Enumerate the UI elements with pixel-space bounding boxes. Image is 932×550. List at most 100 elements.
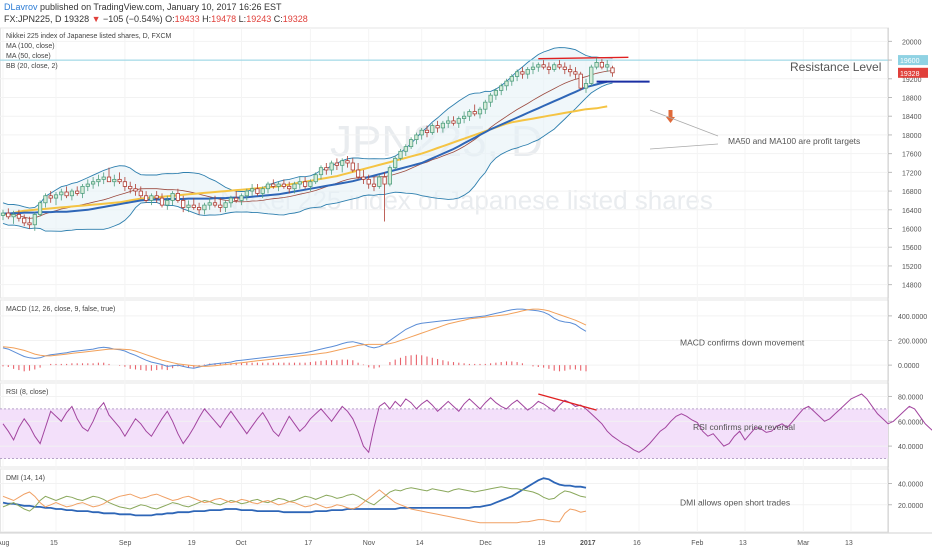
candle xyxy=(191,198,196,210)
candle-body xyxy=(297,181,302,185)
candle xyxy=(488,92,493,107)
candle-body xyxy=(318,167,324,176)
candle xyxy=(265,181,271,194)
dmi-annotation: DMI allows open short trades xyxy=(680,498,790,508)
candle-body xyxy=(228,197,233,204)
candle xyxy=(101,172,106,185)
candle xyxy=(456,116,461,128)
candle xyxy=(80,184,85,199)
candle xyxy=(546,62,552,75)
dmi-series-0 xyxy=(2,477,587,517)
candle-body xyxy=(408,139,414,148)
candle-body xyxy=(377,176,382,187)
candle-body xyxy=(499,85,504,91)
candle-body xyxy=(91,181,96,185)
candle-body xyxy=(265,183,271,190)
candle xyxy=(218,198,223,213)
ma50-line xyxy=(3,80,608,215)
macd-series-1 xyxy=(2,308,587,367)
time-tick-label: 19 xyxy=(538,540,546,547)
candle xyxy=(302,177,308,189)
candle xyxy=(472,104,477,117)
chart-canvas[interactable]: JPN225, DNikkei 225 index of Japanese li… xyxy=(0,26,932,550)
time-tick-label: 13 xyxy=(845,540,853,547)
candle-body xyxy=(340,160,345,166)
candle-body xyxy=(271,183,276,187)
candle-body xyxy=(541,64,546,68)
candle xyxy=(170,191,175,206)
ma50-pointer-arrow xyxy=(649,109,719,137)
candle-body xyxy=(361,176,366,180)
macd-annotation: MACD confirms down movement xyxy=(680,338,805,348)
candle xyxy=(212,195,218,208)
candle-body xyxy=(536,64,541,68)
candle-body xyxy=(59,191,64,196)
dmi-series-1 xyxy=(2,486,587,512)
candle xyxy=(112,174,117,187)
candle xyxy=(91,177,96,189)
candle-body xyxy=(32,214,37,226)
candle-body xyxy=(244,190,249,197)
candle xyxy=(525,67,530,79)
price-tag-label: 19600 xyxy=(900,58,920,65)
time-tick-label: Feb xyxy=(691,540,703,547)
time-tick-label: Aug xyxy=(0,540,10,547)
publish-info: published on TradingView.com, January 10… xyxy=(40,2,282,12)
candle-body xyxy=(175,193,180,201)
candle-body xyxy=(430,125,435,133)
candle xyxy=(605,60,610,72)
candle-body xyxy=(493,90,499,96)
macd-series-0 xyxy=(2,308,587,369)
candle xyxy=(313,172,318,185)
bollinger-band-fill xyxy=(3,47,613,232)
candle-body xyxy=(138,190,143,197)
candle xyxy=(467,109,472,121)
candle-body xyxy=(80,185,85,194)
candle-body xyxy=(504,80,509,87)
candle-body xyxy=(599,62,605,68)
double-top-line xyxy=(538,56,629,60)
candle-body xyxy=(610,67,615,74)
candle xyxy=(64,186,69,199)
candle-body xyxy=(276,183,281,187)
candle-body xyxy=(292,183,297,190)
candle-body xyxy=(260,188,265,194)
candle-body xyxy=(451,120,456,124)
candle-body xyxy=(53,194,59,199)
candle xyxy=(408,137,414,149)
pane-tick-label: 80.0000 xyxy=(898,394,923,401)
candle xyxy=(287,181,292,194)
candle xyxy=(271,179,276,189)
candle-body xyxy=(424,129,430,133)
candle-body xyxy=(398,150,403,159)
candle xyxy=(255,184,260,196)
candle-body xyxy=(594,62,599,68)
candle xyxy=(96,174,101,187)
time-tick-label: Mar xyxy=(797,540,810,547)
candle xyxy=(149,193,154,206)
candle xyxy=(355,163,361,180)
candle-body xyxy=(64,191,69,197)
candle-body xyxy=(324,167,329,171)
down-arrow-shaft xyxy=(668,110,673,117)
candle-body xyxy=(419,129,424,136)
high-value: 19478 xyxy=(211,14,237,24)
candle xyxy=(128,181,133,194)
candle-body xyxy=(345,160,350,164)
candle-body xyxy=(223,202,228,208)
resistance-label: Resistance Level xyxy=(790,60,881,74)
candle xyxy=(308,179,313,192)
candle-body xyxy=(557,64,562,68)
price-tick-label: 18800 xyxy=(902,96,922,103)
candle-body xyxy=(435,125,440,129)
candle-body xyxy=(22,217,27,224)
dmi-series-2 xyxy=(2,489,587,524)
candle-body xyxy=(27,222,32,226)
last-price: 19328 xyxy=(64,14,90,24)
candle xyxy=(53,192,59,206)
candle-body xyxy=(456,118,461,124)
author-link[interactable]: DLavrov xyxy=(4,2,38,12)
candle-body xyxy=(69,190,74,197)
candle xyxy=(504,78,509,91)
rsi-trendline xyxy=(538,393,597,411)
